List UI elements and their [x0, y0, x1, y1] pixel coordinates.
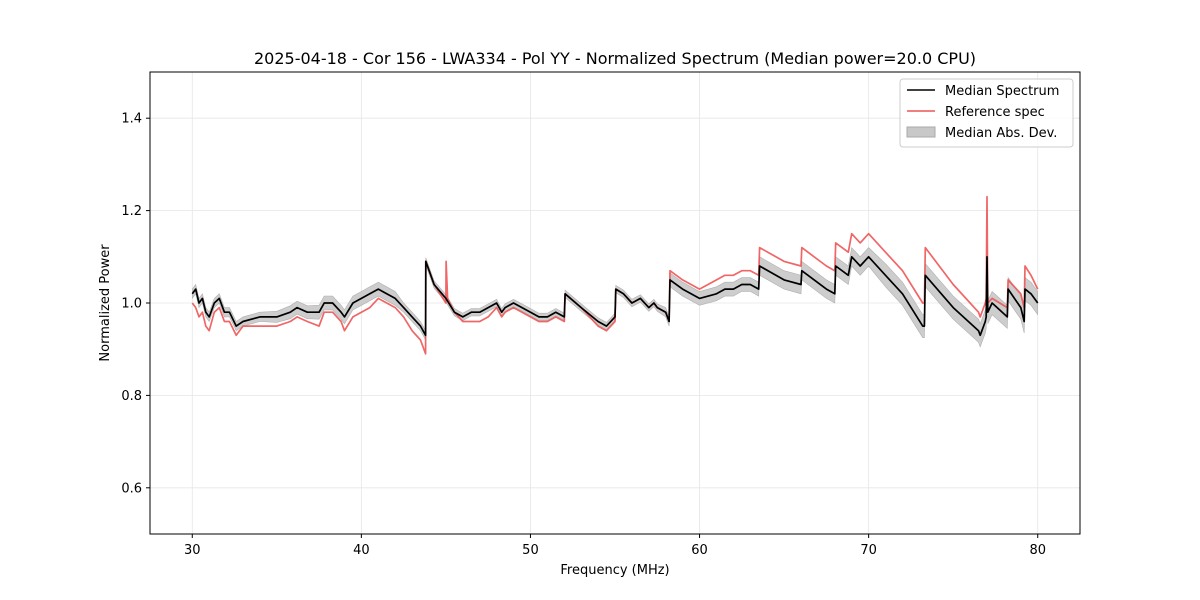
- legend-mad-label: Median Abs. Dev.: [945, 126, 1057, 141]
- legend: Median Spectrum Reference spec Median Ab…: [899, 78, 1074, 148]
- x-tick-label: 50: [522, 543, 539, 558]
- median-layer: [191, 255, 1039, 337]
- y-axis-label: Normalized Power: [98, 244, 113, 362]
- x-tick-label: 40: [353, 543, 370, 558]
- legend-mad-swatch: [906, 126, 936, 138]
- y-tick-label: 1.2: [121, 204, 142, 219]
- ticks: 30 40 50 60 70 80 0.6 0.8 1.0 1.2 1.4: [121, 112, 1046, 558]
- y-tick-label: 0.6: [121, 481, 142, 496]
- x-tick-label: 80: [1029, 543, 1046, 558]
- y-tick-label: 1.0: [121, 297, 142, 312]
- y-tick-label: 1.4: [121, 112, 142, 127]
- chart-title: 2025-04-18 - Cor 156 - LWA334 - Pol YY -…: [254, 49, 976, 68]
- x-tick-label: 30: [184, 543, 201, 558]
- legend-median-label: Median Spectrum: [945, 84, 1059, 99]
- y-tick-label: 0.8: [121, 389, 142, 404]
- x-tick-label: 60: [691, 543, 708, 558]
- median-spectrum-line: [191, 255, 1039, 337]
- x-axis-label: Frequency (MHz): [560, 563, 669, 578]
- legend-box: [899, 78, 1074, 148]
- x-tick-label: 70: [860, 543, 877, 558]
- legend-reference-label: Reference spec: [945, 105, 1045, 120]
